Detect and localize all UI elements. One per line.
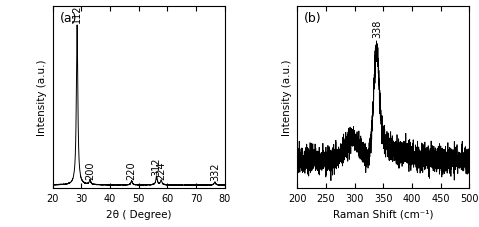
Text: 220: 220 bbox=[126, 160, 137, 179]
Text: 338: 338 bbox=[373, 19, 383, 37]
Text: (b): (b) bbox=[304, 12, 322, 25]
Y-axis label: Intensity (a.u.): Intensity (a.u.) bbox=[282, 59, 292, 136]
Text: 112: 112 bbox=[72, 4, 82, 23]
X-axis label: Raman Shift (cm⁻¹): Raman Shift (cm⁻¹) bbox=[333, 209, 433, 219]
Text: (a): (a) bbox=[59, 12, 77, 25]
Y-axis label: Intensity (a.u.): Intensity (a.u.) bbox=[37, 59, 47, 136]
Text: 332: 332 bbox=[210, 162, 220, 180]
Text: 224: 224 bbox=[156, 160, 166, 179]
X-axis label: 2θ ( Degree): 2θ ( Degree) bbox=[106, 209, 171, 219]
Text: 312: 312 bbox=[151, 156, 161, 175]
Text: 200: 200 bbox=[85, 160, 95, 179]
